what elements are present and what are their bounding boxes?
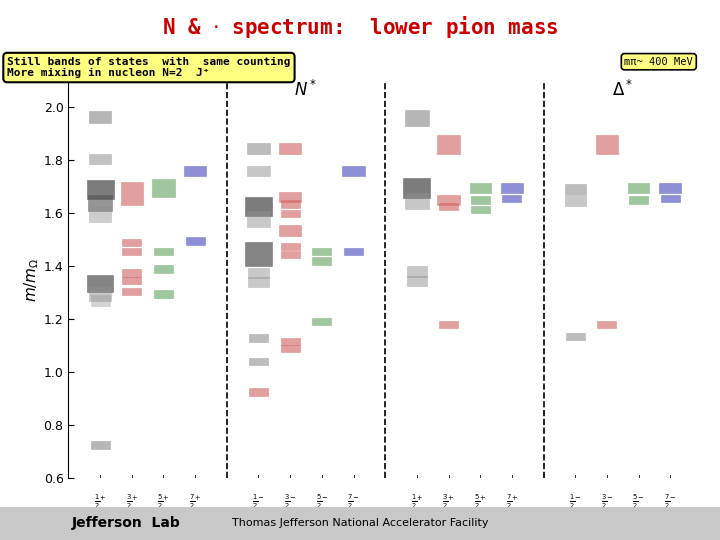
Bar xyxy=(312,257,331,265)
Text: $\frac{5}{2}^{+}$: $\frac{5}{2}^{+}$ xyxy=(474,492,487,511)
Text: N & $\cdot$ spectrum:  lower pion mass: N & $\cdot$ spectrum: lower pion mass xyxy=(162,14,558,39)
Bar xyxy=(89,154,111,164)
Text: $\frac{5}{2}^{-}$: $\frac{5}{2}^{-}$ xyxy=(315,492,328,511)
Bar xyxy=(596,135,618,154)
Bar xyxy=(248,268,269,278)
Bar xyxy=(89,111,111,123)
Text: $\frac{7}{2}^{-}$: $\frac{7}{2}^{-}$ xyxy=(664,492,677,511)
Text: $\frac{3}{2}^{-}$: $\frac{3}{2}^{-}$ xyxy=(600,492,613,511)
Bar xyxy=(660,183,681,193)
Text: Thomas Jefferson National Accelerator Facility: Thomas Jefferson National Accelerator Fa… xyxy=(232,518,488,528)
Bar xyxy=(598,321,616,328)
Bar xyxy=(91,295,109,306)
Bar xyxy=(503,195,521,202)
Bar xyxy=(312,318,331,326)
Bar xyxy=(184,166,206,176)
Text: $\frac{3}{2}^{+}$: $\frac{3}{2}^{+}$ xyxy=(442,492,455,511)
Bar xyxy=(279,226,301,235)
Bar xyxy=(249,388,268,396)
Text: $\Delta^*$: $\Delta^*$ xyxy=(612,80,634,100)
Text: $\frac{1}{2}^{-}$: $\frac{1}{2}^{-}$ xyxy=(569,492,582,511)
Text: Still bands of states  with  same counting
More mixing in nucleon N=2  J⁺: Still bands of states with same counting… xyxy=(7,57,291,78)
Bar xyxy=(89,207,111,222)
Bar xyxy=(248,144,269,153)
Bar xyxy=(122,248,141,255)
Bar xyxy=(279,192,301,202)
Text: $\frac{1}{2}^{+}$: $\frac{1}{2}^{+}$ xyxy=(410,492,423,511)
Bar xyxy=(471,206,490,213)
Bar xyxy=(122,277,141,285)
Bar xyxy=(281,242,300,250)
Bar xyxy=(629,183,649,193)
Bar xyxy=(565,185,585,194)
Bar xyxy=(186,238,204,245)
Bar xyxy=(471,197,490,204)
Bar xyxy=(438,195,459,205)
Text: mπ~ 400 MeV: mπ~ 400 MeV xyxy=(624,57,693,67)
Bar xyxy=(154,248,173,255)
Text: $\frac{7}{2}^{+}$: $\frac{7}{2}^{+}$ xyxy=(505,492,518,511)
Bar xyxy=(153,179,174,198)
Bar xyxy=(661,195,680,202)
Bar xyxy=(122,239,141,246)
Y-axis label: $m/m_{\Omega}$: $m/m_{\Omega}$ xyxy=(22,257,41,302)
Bar xyxy=(249,357,268,366)
Bar xyxy=(248,166,269,176)
Bar xyxy=(281,345,300,352)
Bar xyxy=(407,266,427,276)
Bar xyxy=(344,248,363,255)
Bar xyxy=(439,203,458,211)
Bar xyxy=(154,291,173,298)
Text: Jefferson  Lab: Jefferson Lab xyxy=(71,516,181,530)
Bar xyxy=(501,183,523,193)
Text: $\frac{7}{2}^{-}$: $\frac{7}{2}^{-}$ xyxy=(347,492,360,511)
Bar xyxy=(629,197,648,204)
Text: $N^*$: $N^*$ xyxy=(294,80,318,100)
Bar xyxy=(91,441,109,449)
Bar xyxy=(281,200,300,208)
Text: $\frac{3}{2}^{-}$: $\frac{3}{2}^{-}$ xyxy=(284,492,297,511)
Bar xyxy=(89,287,111,301)
Bar xyxy=(245,198,272,216)
Bar xyxy=(438,135,459,154)
Bar xyxy=(343,166,364,176)
Text: $\frac{5}{2}^{+}$: $\frac{5}{2}^{+}$ xyxy=(157,492,170,511)
Bar xyxy=(122,269,141,276)
Bar xyxy=(403,178,431,198)
Bar xyxy=(281,251,300,258)
Bar xyxy=(405,110,429,126)
Bar xyxy=(312,248,331,255)
Bar xyxy=(407,276,427,286)
Bar xyxy=(281,338,300,346)
Bar xyxy=(281,210,300,217)
Bar xyxy=(565,195,585,206)
Bar xyxy=(279,144,301,153)
Bar xyxy=(87,275,113,292)
Bar xyxy=(121,181,143,205)
Text: $\frac{5}{2}^{-}$: $\frac{5}{2}^{-}$ xyxy=(632,492,645,511)
Bar xyxy=(86,180,114,199)
Text: $\frac{3}{2}^{+}$: $\frac{3}{2}^{+}$ xyxy=(125,492,138,511)
Bar xyxy=(245,242,272,266)
Text: $\frac{1}{2}^{+}$: $\frac{1}{2}^{+}$ xyxy=(94,492,107,511)
Bar xyxy=(566,333,585,340)
Bar xyxy=(439,321,458,328)
Bar xyxy=(248,211,269,227)
Bar xyxy=(249,334,268,342)
Bar xyxy=(89,195,112,211)
Text: $\frac{7}{2}^{+}$: $\frac{7}{2}^{+}$ xyxy=(189,492,202,511)
Text: $\frac{1}{2}^{-}$: $\frac{1}{2}^{-}$ xyxy=(252,492,265,511)
Bar xyxy=(248,277,269,287)
Bar xyxy=(122,288,141,295)
Bar xyxy=(405,193,429,210)
Bar xyxy=(154,265,173,273)
Bar xyxy=(470,183,490,193)
